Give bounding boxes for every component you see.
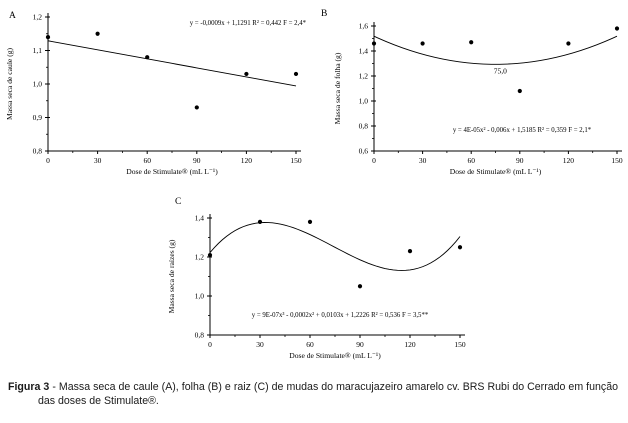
- data-point: [420, 41, 425, 46]
- x-tick-label: 30: [419, 156, 427, 165]
- y-tick-label: 1,0: [195, 292, 205, 301]
- data-point: [566, 41, 571, 46]
- x-axis-ticks: 0 30 60 90 120 150: [208, 335, 466, 349]
- y-tick-label: 1,6: [359, 22, 369, 31]
- y-tick-label: 1,2: [359, 72, 369, 81]
- panel-label: A: [9, 11, 16, 21]
- y-axis-title: Massa seca de raízes (g): [167, 239, 176, 313]
- x-tick-label: 0: [372, 156, 376, 165]
- x-tick-label: 30: [256, 340, 264, 349]
- data-points: [371, 26, 620, 94]
- x-tick-label: 60: [143, 156, 151, 165]
- figure-caption-text: - Massa seca de caule (A), folha (B) e r…: [38, 381, 618, 407]
- data-points: [207, 219, 463, 289]
- data-points: [45, 31, 299, 110]
- y-axis-ticks: 0,8 1,0 1,2 1,4: [195, 214, 212, 340]
- y-tick-label: 1,1: [33, 46, 43, 55]
- regression-equation: y = 4E-05x² - 0,006x + 1,5185 R² = 0,359…: [453, 127, 592, 134]
- trend-line: [373, 35, 618, 65]
- regression-equation: y = -0,0009x + 1,1291 R² = 0,442 F = 2,4…: [190, 20, 307, 27]
- y-tick-label: 0,6: [359, 147, 369, 156]
- data-point: [469, 40, 474, 45]
- axes: [47, 13, 301, 152]
- data-point: [207, 252, 213, 258]
- data-point: [95, 31, 100, 36]
- trend-line: [209, 222, 461, 271]
- y-tick-label: 1,4: [359, 47, 369, 56]
- x-tick-label: 120: [241, 156, 253, 165]
- data-point: [257, 219, 263, 224]
- x-axis-ticks: 0 30 60 90 120 150: [46, 151, 302, 165]
- x-tick-label: 150: [611, 156, 623, 165]
- regression-equation: y = 9E-07x³ - 0,0002x² + 0,0103x + 1,222…: [252, 312, 429, 319]
- y-tick-label: 1,0: [359, 97, 369, 106]
- x-axis-title: Dose de Stimulate® (mL L⁻¹): [289, 351, 381, 360]
- panel-label: C: [175, 197, 181, 207]
- data-point: [194, 105, 199, 110]
- trend-line: [47, 40, 297, 87]
- figure-caption: Figura 3 - Massa seca de caule (A), folh…: [8, 381, 618, 408]
- x-tick-label: 150: [454, 340, 466, 349]
- x-tick-label: 90: [356, 340, 364, 349]
- x-tick-label: 120: [404, 340, 416, 349]
- chart-b-massa-seca-folha: 0,6 0,8 1,0 1,2 1,4 1,6 0 30 60 90 120 150 Dose de S…: [321, 9, 623, 176]
- x-tick-label: 90: [193, 156, 201, 165]
- y-tick-label: 0,8: [359, 122, 369, 131]
- y-tick-label: 0,8: [195, 331, 205, 340]
- y-tick-label: 1,2: [33, 13, 43, 22]
- y-tick-label: 0,8: [33, 147, 43, 156]
- data-point: [614, 26, 620, 31]
- y-tick-label: 1,4: [195, 214, 205, 223]
- x-tick-label: 0: [208, 340, 212, 349]
- chart-a-massa-seca-caule: 0,8 0,9 1,0 1,1 1,2 0 30 60 90 120 150 Dose de Stim…: [5, 11, 307, 176]
- data-point: [371, 41, 377, 46]
- x-tick-label: 60: [467, 156, 475, 165]
- y-axis-ticks: 0,8 0,9 1,0 1,1 1,2: [33, 13, 50, 156]
- axes: [209, 214, 465, 336]
- x-tick-label: 150: [290, 156, 302, 165]
- x-tick-label: 90: [516, 156, 524, 165]
- chart-c-massa-seca-raizes: 0,8 1,0 1,2 1,4 0 30 60 90 120 150 Dose de Stimula…: [167, 197, 466, 360]
- data-point: [407, 249, 413, 254]
- x-axis-title: Dose de Stimulate® (mL L⁻¹): [126, 167, 218, 176]
- y-axis-title: Massa seca de caule (g): [5, 47, 14, 120]
- data-point: [145, 55, 150, 60]
- figure-caption-label: Figura 3: [8, 381, 50, 393]
- panel-label: B: [321, 9, 327, 19]
- y-tick-label: 1,0: [33, 80, 43, 89]
- y-tick-label: 0,9: [33, 113, 43, 122]
- data-point: [45, 35, 51, 40]
- x-tick-label: 0: [46, 156, 50, 165]
- data-point: [357, 284, 363, 289]
- data-point: [457, 245, 463, 250]
- x-tick-label: 120: [563, 156, 575, 165]
- y-axis-title: Massa seca de folha (g): [333, 52, 342, 124]
- data-point: [307, 219, 313, 224]
- data-point: [517, 88, 522, 94]
- x-tick-label: 60: [306, 340, 314, 349]
- y-tick-label: 1,2: [195, 253, 205, 262]
- data-point: [293, 71, 299, 77]
- x-axis-title: Dose de Stimulate® (mL L⁻¹): [450, 167, 542, 176]
- curve-annotation: 75,0: [494, 67, 507, 76]
- x-axis-ticks: 0 30 60 90 120 150: [372, 151, 623, 165]
- x-tick-label: 30: [94, 156, 102, 165]
- data-point: [244, 71, 249, 77]
